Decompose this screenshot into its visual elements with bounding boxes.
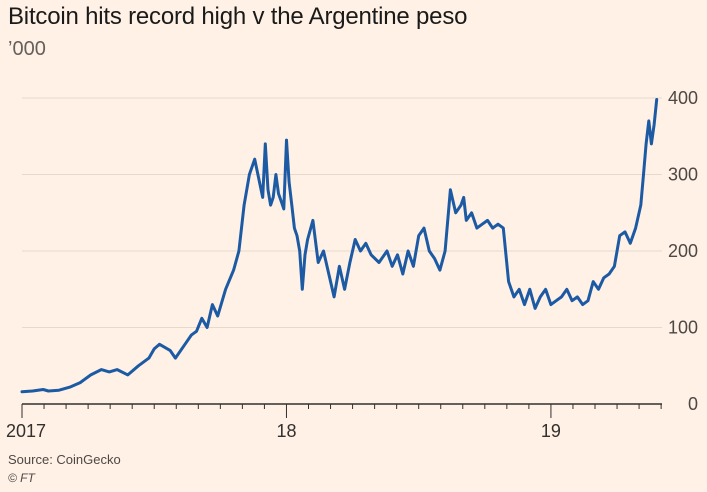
x-tick-label-19: 19 (541, 421, 561, 441)
chart-unit-label: ’000 (8, 38, 46, 60)
y-tick-label-0: 0 (688, 394, 698, 414)
copyright-credit: © FT (8, 471, 35, 485)
source-note: Source: CoinGecko (8, 452, 121, 467)
y-tick-label-100: 100 (668, 318, 698, 338)
series-group (20, 98, 659, 394)
chart-title: Bitcoin hits record high v the Argentine… (8, 3, 468, 30)
y-tick-label-400: 400 (668, 88, 698, 108)
x-axis (21, 403, 662, 418)
y-axis-tick-labels: 0 100 200 300 400 (668, 88, 698, 414)
gridlines (22, 97, 662, 328)
series-line-0 (20, 98, 659, 394)
x-tick-label-18: 18 (276, 421, 296, 441)
x-axis-tick-labels: 2017 18 19 (6, 421, 561, 441)
x-tick-label-2017: 2017 (6, 421, 46, 441)
y-tick-label-200: 200 (668, 241, 698, 261)
y-tick-label-300: 300 (668, 165, 698, 185)
